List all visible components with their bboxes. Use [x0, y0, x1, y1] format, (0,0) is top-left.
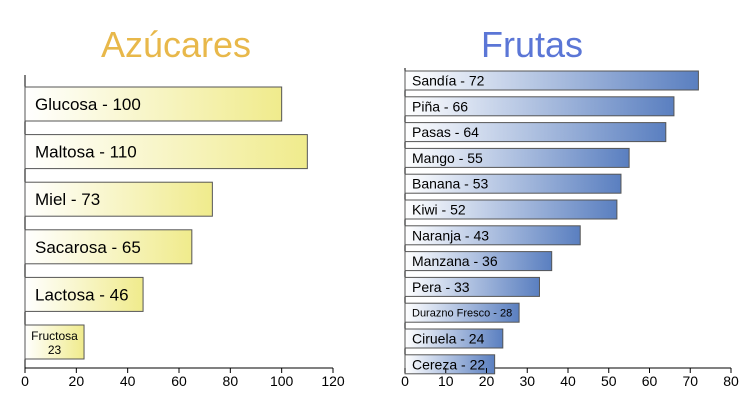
fruits-x-tick-label: 0	[401, 373, 409, 389]
sugars-x-tick-label: 80	[223, 373, 239, 389]
sugars-bar	[24, 324, 85, 360]
fruits-x-tick-label: 10	[438, 373, 454, 389]
fruits-bar-label: Kiwi - 52	[412, 202, 466, 218]
fruits-bar	[404, 147, 630, 168]
sugars-bar	[24, 229, 193, 265]
fruits-bar	[404, 302, 520, 323]
fruits-x-tick-label: 20	[479, 373, 495, 389]
fruits-bar-label: Manzana - 36	[412, 253, 498, 269]
fruits-chart-title: Frutas	[481, 24, 583, 65]
fruits-x-tick-label: 40	[560, 373, 576, 389]
fruits-bar	[404, 96, 675, 117]
fruits-x-tick-label: 50	[601, 373, 617, 389]
fruits-bar	[404, 70, 699, 91]
fruits-x-tick-label: 60	[642, 373, 658, 389]
fruits-bar	[404, 225, 581, 246]
sugars-bar	[24, 181, 213, 217]
fruits-bar	[404, 199, 618, 220]
fruits-bar	[404, 328, 504, 349]
sugars-x-tick-label: 120	[321, 373, 345, 389]
fruits-bar-label: Mango - 55	[412, 150, 483, 166]
sugars-x-tick-label: 0	[21, 373, 29, 389]
fruits-bar-label: Durazno Fresco - 28	[412, 308, 512, 320]
fruits-bar-label: Ciruela - 24	[412, 331, 485, 347]
fruits-bar	[404, 173, 622, 194]
fruits-bar-label: Naranja - 43	[412, 227, 489, 243]
fruits-bar-label: Sandía - 72	[412, 73, 485, 89]
fruits-bar	[404, 122, 667, 143]
fruits-bar	[404, 251, 553, 272]
fruits-bar	[404, 276, 540, 297]
sugars-bar	[24, 276, 144, 312]
fruits-bar	[404, 354, 496, 375]
sugars-bar	[24, 86, 283, 122]
sugars-bar-label: Fructosa 23	[31, 329, 78, 357]
sugars-bar-label: Maltosa - 110	[35, 143, 137, 162]
fruits-bar-label: Banana - 53	[412, 176, 488, 192]
sugars-chart-title: Azúcares	[101, 24, 251, 65]
fruits-x-tick-label: 80	[723, 373, 739, 389]
fruits-bar-label: Pera - 33	[412, 279, 470, 295]
sugars-bar-label: Sacarosa - 65	[35, 238, 141, 257]
sugars-x-tick-label: 60	[171, 373, 187, 389]
fruits-bar-label: Cereza - 22	[412, 356, 485, 372]
sugars-chart: Azúcares Glucosa - 100 Maltosa - 110 Miel …	[21, 24, 345, 389]
sugars-bar-label: Glucosa - 100	[35, 95, 141, 114]
sugars-x-tick-label: 100	[270, 373, 294, 389]
sugars-bar-label: Lactosa - 46	[35, 285, 129, 304]
fruits-x-tick-label: 30	[519, 373, 535, 389]
sugars-x-tick-label: 20	[69, 373, 85, 389]
sugars-bar	[24, 134, 308, 170]
sugars-bar-label: Miel - 73	[35, 190, 100, 209]
fruits-chart: Frutas Sandía - 72 Piña - 66 Pasas - 64 Man…	[401, 24, 739, 389]
fruits-bar-label: Piña - 66	[412, 98, 468, 114]
fruits-bar-label: Pasas - 64	[412, 124, 479, 140]
fruits-x-tick-label: 70	[682, 373, 698, 389]
sugars-x-tick-label: 40	[120, 373, 136, 389]
